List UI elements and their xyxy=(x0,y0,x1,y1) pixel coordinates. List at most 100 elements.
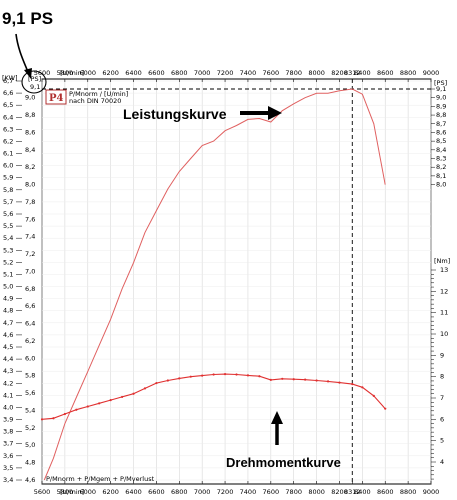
x-tick-label: 8000 xyxy=(308,69,325,77)
right-nm-unit: [Nm] xyxy=(434,257,450,265)
torque-point xyxy=(212,373,215,376)
x-tick-label: 5600 xyxy=(34,69,51,77)
ps-left-tick-label: 5,0 xyxy=(25,441,35,449)
kw-tick-label: 4,2 xyxy=(3,379,13,387)
x-tick-label: 7800 xyxy=(285,488,302,496)
x-tick-label: 6800 xyxy=(171,488,188,496)
ps-left-tick-label: 6,0 xyxy=(25,354,35,362)
series-line-leistungskurve xyxy=(43,88,386,481)
ps-left-tick-label: 9,0 xyxy=(25,94,35,102)
ps-left-tick-label: 7,0 xyxy=(25,267,35,275)
ps-left-tick-label: 5,4 xyxy=(25,406,35,414)
kw-tick-label: 5,0 xyxy=(3,283,13,291)
left-ps-axis: 4,6 4,8 5,0 5,2 5,4 5,6 5,8 6,0 6,2 6,4 6,6 6,8 7,0 7… xyxy=(25,94,35,484)
kw-tick-label: 5,1 xyxy=(3,270,13,278)
x-tick-label: 5600 xyxy=(34,488,51,496)
torque-point xyxy=(178,377,181,380)
torque-point xyxy=(98,402,101,405)
torque-point xyxy=(384,407,387,410)
x-tick-label: 6800 xyxy=(171,69,188,77)
x-tick-label: 6600 xyxy=(148,488,165,496)
logo: P4 xyxy=(49,93,64,104)
nm-tick-label: 10 xyxy=(440,330,448,338)
torque-point xyxy=(40,418,44,421)
grid-lines xyxy=(41,79,432,484)
x-tick-label: 8000 xyxy=(308,488,325,496)
torque-point xyxy=(351,383,354,386)
kw-tick-label: 3,7 xyxy=(3,440,13,448)
torque-markers xyxy=(40,373,387,421)
torque-point xyxy=(86,405,89,408)
right-nm-axis: 4 5 6 7 8 9 10 11 12 13 xyxy=(431,266,448,480)
kw-tick-label: 3,5 xyxy=(3,464,13,472)
kw-tick-label: 6,1 xyxy=(3,150,13,158)
ps-left-tick-label: 4,8 xyxy=(25,459,35,467)
right-ps-axis: 8,08,18,28,38,48,58,68,78,88,99,09,1 xyxy=(431,85,446,189)
x-tick-label: 6400 xyxy=(125,69,142,77)
ps-left-tick-label: 6,6 xyxy=(25,302,35,310)
x-tick-label: 8200 xyxy=(331,488,348,496)
x-tick-label: 5800 xyxy=(57,69,74,77)
kw-tick-label: 4,3 xyxy=(3,367,13,375)
torque-point xyxy=(75,408,78,411)
kw-tick-label: 4,5 xyxy=(3,343,13,351)
kw-tick-label: 6,6 xyxy=(3,89,13,97)
kw-tick-label: 6,2 xyxy=(3,137,13,145)
torque-point xyxy=(292,378,295,381)
torque-point xyxy=(63,412,66,416)
x-tick-label: 6200 xyxy=(102,69,119,77)
ps-left-tick-label: 4,6 xyxy=(25,476,35,484)
torque-point xyxy=(235,373,238,376)
kw-tick-label: 5,9 xyxy=(3,174,13,182)
x-tick-label: 7400 xyxy=(240,69,257,77)
kw-tick-label: 5,3 xyxy=(3,246,13,254)
kw-tick-label: 6,7 xyxy=(3,77,13,85)
plot-area xyxy=(41,78,432,485)
x-tick-label: 6400 xyxy=(125,488,142,496)
annotation-arrowhead-torque-icon xyxy=(271,411,283,424)
torque-point xyxy=(246,374,250,377)
x-unit-top: [U/min] xyxy=(60,69,84,77)
ps-right-tick-label: 8,4 xyxy=(436,146,446,154)
ps-right-tick-label: 8,9 xyxy=(436,102,446,110)
kw-tick-label: 5,2 xyxy=(3,258,13,266)
logo-box xyxy=(45,89,67,105)
kw-tick-label: 4,7 xyxy=(3,319,13,327)
x-tick-label: 9000 xyxy=(423,69,440,77)
kw-tick-label: 3,8 xyxy=(3,428,13,436)
x-axis-top: 5600 5800 6000 6200 6400 6600 6800 7000 7200 7400… xyxy=(34,69,440,82)
torque-point xyxy=(155,381,158,385)
kw-tick-label: 6,4 xyxy=(3,113,13,121)
ps-right-tick-label: 8,1 xyxy=(436,172,446,180)
x-tick-label: 8800 xyxy=(400,69,417,77)
kw-tick-label: 3,4 xyxy=(3,476,13,484)
kw-tick-label: 4,8 xyxy=(3,307,13,315)
nm-tick-label: 6 xyxy=(440,415,444,423)
x-tick-label: 7000 xyxy=(194,488,211,496)
ps-left-tick-label: 8,2 xyxy=(25,163,35,171)
torque-point xyxy=(166,379,169,382)
kw-tick-label: 4,6 xyxy=(3,331,13,339)
x-tick-label: 8200 xyxy=(331,69,348,77)
annotation-leistungskurve: Leistungskurve xyxy=(123,106,227,122)
torque-point xyxy=(281,377,284,380)
ps-right-tick-label: 8,6 xyxy=(436,128,446,136)
ps-left-tick-label: 7,2 xyxy=(25,250,35,258)
kw-tick-label: 4,9 xyxy=(3,295,13,303)
series-line-drehmomentkurve xyxy=(41,373,386,420)
x-tick-label: 6000 xyxy=(79,488,96,496)
kw-tick-label: 6,3 xyxy=(3,125,13,133)
x-tick-label: 6000 xyxy=(79,69,96,77)
peak-box-value: 9,1 xyxy=(30,83,40,91)
nm-tick-label: 11 xyxy=(440,309,448,317)
torque-point xyxy=(109,399,112,402)
ps-right-tick-label: 8,0 xyxy=(436,181,446,189)
nm-tick-label: 5 xyxy=(440,437,444,445)
kw-tick-label: 5,5 xyxy=(3,222,13,230)
ps-left-tick-label: 7,8 xyxy=(25,198,35,206)
ps-left-tick-label: 5,8 xyxy=(25,372,35,380)
ps-left-tick-label: 6,4 xyxy=(25,320,35,328)
left-ps-unit: [PS] xyxy=(28,75,41,83)
torque-point xyxy=(201,374,204,377)
